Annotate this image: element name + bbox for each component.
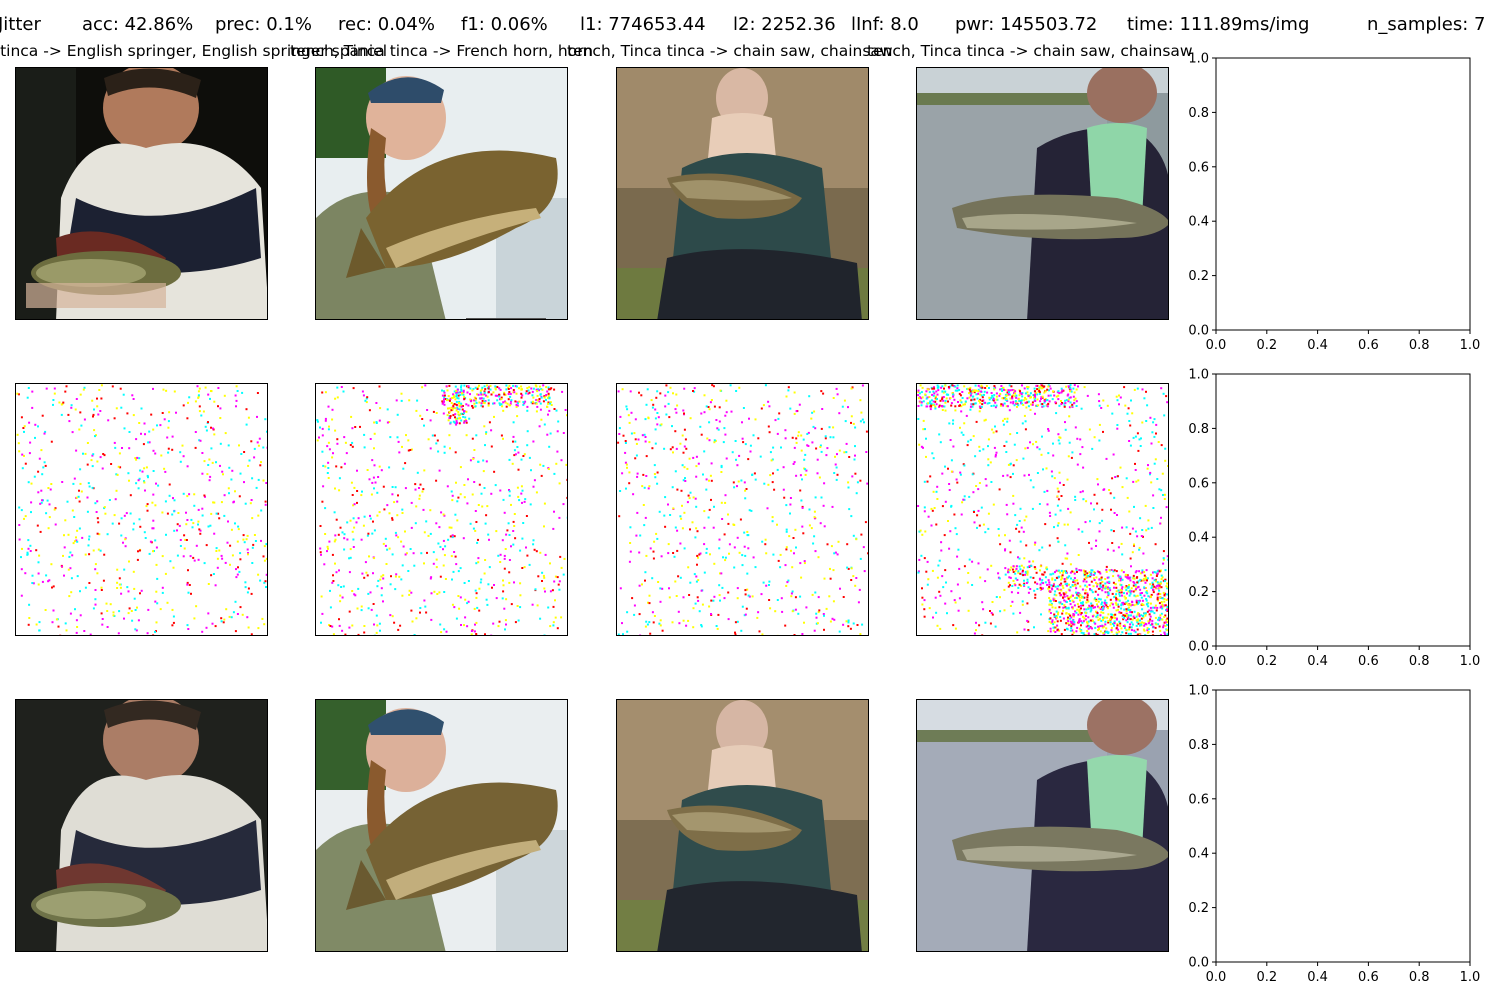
y-tick-label: 0.6 (1188, 792, 1209, 807)
x-tick-label: 0.2 (1256, 970, 1277, 985)
x-tick-label: 1.0 (1460, 970, 1481, 985)
x-tick-label: 0.4 (1307, 338, 1328, 353)
y-tick-label: 1.0 (1188, 684, 1209, 699)
f1-metric: f1: 0.06% (461, 14, 548, 35)
axes-frame (1215, 689, 1471, 963)
x-tick-label: 0.0 (1206, 970, 1227, 985)
x-tick-label: 0.8 (1409, 654, 1430, 669)
method-label: Jitter (0, 14, 41, 35)
x-tick-label: 0.2 (1256, 338, 1277, 353)
x-tick-label: 0.6 (1358, 654, 1379, 669)
x-tick-label: 0.0 (1206, 654, 1227, 669)
y-tick-label: 0.2 (1188, 269, 1209, 284)
adversarial-image-1 (15, 699, 268, 952)
accuracy-metric: acc: 42.86% (82, 14, 194, 35)
column-title-1: Tinca tinca -> English springer, English… (0, 42, 388, 60)
empty-axes-1: 0.0 0.2 0.4 0.6 0.8 1.0 0.0 0.2 0.4 0.6 0.8 1.0 (1188, 52, 1481, 354)
x-tick-label: 0.8 (1409, 970, 1430, 985)
y-tick-label: 0.6 (1188, 476, 1209, 491)
x-tick-label: 1.0 (1460, 654, 1481, 669)
y-tick-label: 0.0 (1188, 640, 1209, 655)
axes-frame (1215, 373, 1471, 647)
original-image-3 (616, 67, 869, 320)
perturbation-map-4 (916, 383, 1169, 636)
time-metric: time: 111.89ms/img (1127, 14, 1310, 35)
x-tick-label: 0.0 (1206, 338, 1227, 353)
l1-metric: l1: 774653.44 (580, 14, 706, 35)
x-tick-label: 0.2 (1256, 654, 1277, 669)
x-tick-label: 0.6 (1358, 970, 1379, 985)
n-samples-metric: n_samples: 7 (1367, 14, 1486, 35)
axes-frame (1215, 57, 1471, 331)
empty-axes-2: 0.0 0.2 0.4 0.6 0.8 1.0 0.0 0.2 0.4 0.6 0.8 1.0 (1188, 368, 1481, 670)
empty-axes-3: 0.0 0.2 0.4 0.6 0.8 1.0 0.0 0.2 0.4 0.6 0.8 1.0 (1188, 684, 1481, 986)
y-tick-label: 0.2 (1188, 901, 1209, 916)
y-tick-label: 0.8 (1188, 106, 1209, 121)
original-image-2 (315, 67, 568, 320)
column-title-4: tench, Tinca tinca -> chain saw, chainsa… (867, 42, 1193, 60)
y-tick-label: 0.4 (1188, 531, 1209, 546)
y-tick-label: 1.0 (1188, 368, 1209, 383)
metrics-header: Jitter acc: 42.86% prec: 0.1% rec: 0.04%… (0, 14, 1500, 38)
x-tick-label: 0.8 (1409, 338, 1430, 353)
original-image-1 (15, 67, 268, 320)
adversarial-image-2 (315, 699, 568, 952)
y-tick-label: 0.4 (1188, 215, 1209, 230)
power-metric: pwr: 145503.72 (955, 14, 1098, 35)
perturbation-map-2 (315, 383, 568, 636)
linf-metric: lInf: 8.0 (851, 14, 919, 35)
adversarial-image-4 (916, 699, 1169, 952)
x-tick-label: 1.0 (1460, 338, 1481, 353)
y-tick-label: 0.4 (1188, 847, 1209, 862)
recall-metric: rec: 0.04% (338, 14, 435, 35)
y-tick-label: 0.8 (1188, 738, 1209, 753)
x-tick-label: 0.4 (1307, 970, 1328, 985)
precision-metric: prec: 0.1% (215, 14, 312, 35)
x-tick-label: 0.6 (1358, 338, 1379, 353)
y-tick-label: 0.8 (1188, 422, 1209, 437)
y-tick-label: 0.2 (1188, 585, 1209, 600)
x-tick-label: 0.4 (1307, 654, 1328, 669)
y-tick-label: 0.6 (1188, 160, 1209, 175)
adversarial-image-3 (616, 699, 869, 952)
perturbation-map-3 (616, 383, 869, 636)
y-tick-label: 0.0 (1188, 324, 1209, 339)
original-image-4 (916, 67, 1169, 320)
column-title-3: tench, Tinca tinca -> chain saw, chainsa… (567, 42, 893, 60)
y-tick-label: 0.0 (1188, 956, 1209, 971)
perturbation-map-1 (15, 383, 268, 636)
l2-metric: l2: 2252.36 (733, 14, 836, 35)
column-title-2: tench, Tinca tinca -> French horn, horn (290, 42, 594, 60)
y-tick-label: 1.0 (1188, 52, 1209, 67)
